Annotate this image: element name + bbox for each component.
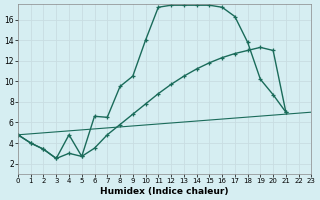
X-axis label: Humidex (Indice chaleur): Humidex (Indice chaleur)	[100, 187, 229, 196]
